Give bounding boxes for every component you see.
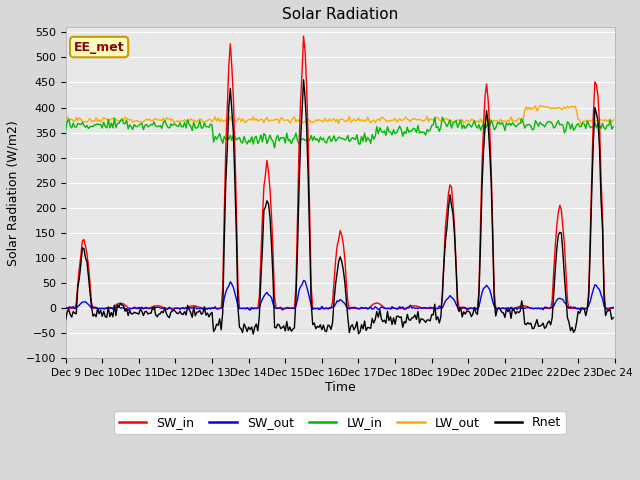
SW_in bbox=[61, 305, 69, 311]
Line: SW_in: SW_in bbox=[65, 36, 613, 308]
LW_in bbox=[61, 127, 69, 133]
SW_in bbox=[129, 305, 136, 311]
LW_in bbox=[609, 124, 617, 130]
LW_out bbox=[536, 103, 544, 108]
LW_out bbox=[301, 119, 309, 125]
LW_out bbox=[577, 122, 585, 128]
Rnet bbox=[254, 328, 262, 334]
SW_in bbox=[252, 305, 260, 311]
SW_out bbox=[605, 308, 612, 313]
Rnet bbox=[300, 77, 307, 83]
SW_out bbox=[129, 305, 136, 311]
LW_in bbox=[582, 126, 589, 132]
LW_in bbox=[438, 114, 446, 120]
LW_out bbox=[129, 120, 136, 125]
SW_in bbox=[225, 62, 233, 68]
LW_out bbox=[252, 116, 260, 121]
Rnet bbox=[225, 104, 233, 109]
LW_in bbox=[252, 133, 260, 139]
Rnet bbox=[304, 173, 312, 179]
SW_out bbox=[61, 304, 69, 310]
SW_out bbox=[225, 283, 233, 289]
SW_out bbox=[243, 305, 251, 311]
LW_in bbox=[271, 145, 278, 151]
SW_out bbox=[609, 304, 617, 310]
Rnet bbox=[129, 311, 136, 317]
SW_in bbox=[243, 305, 251, 311]
LW_in bbox=[129, 127, 136, 132]
Rnet bbox=[61, 317, 69, 323]
Text: EE_met: EE_met bbox=[74, 40, 124, 54]
LW_out bbox=[225, 119, 233, 124]
Line: SW_out: SW_out bbox=[65, 280, 613, 311]
Line: LW_in: LW_in bbox=[65, 117, 613, 148]
LW_out bbox=[243, 118, 251, 123]
Legend: SW_in, SW_out, LW_in, LW_out, Rnet: SW_in, SW_out, LW_in, LW_out, Rnet bbox=[114, 411, 566, 434]
SW_out bbox=[300, 277, 307, 283]
Line: Rnet: Rnet bbox=[65, 80, 613, 334]
SW_out bbox=[303, 283, 310, 289]
Title: Solar Radiation: Solar Radiation bbox=[282, 7, 398, 22]
SW_out bbox=[580, 306, 588, 312]
LW_in bbox=[303, 137, 310, 143]
Line: LW_out: LW_out bbox=[65, 106, 613, 125]
LW_out bbox=[61, 116, 69, 121]
LW_in bbox=[243, 141, 251, 147]
SW_in bbox=[580, 305, 588, 311]
Y-axis label: Solar Radiation (W/m2): Solar Radiation (W/m2) bbox=[7, 120, 20, 266]
SW_in bbox=[609, 305, 617, 311]
Rnet bbox=[609, 315, 617, 321]
SW_in bbox=[300, 33, 307, 39]
LW_out bbox=[582, 118, 589, 124]
Rnet bbox=[250, 331, 257, 337]
Rnet bbox=[582, 313, 589, 319]
SW_in bbox=[303, 84, 310, 89]
LW_in bbox=[225, 136, 233, 142]
Rnet bbox=[243, 329, 251, 335]
SW_out bbox=[252, 306, 260, 312]
X-axis label: Time: Time bbox=[324, 381, 356, 394]
LW_out bbox=[609, 117, 617, 123]
